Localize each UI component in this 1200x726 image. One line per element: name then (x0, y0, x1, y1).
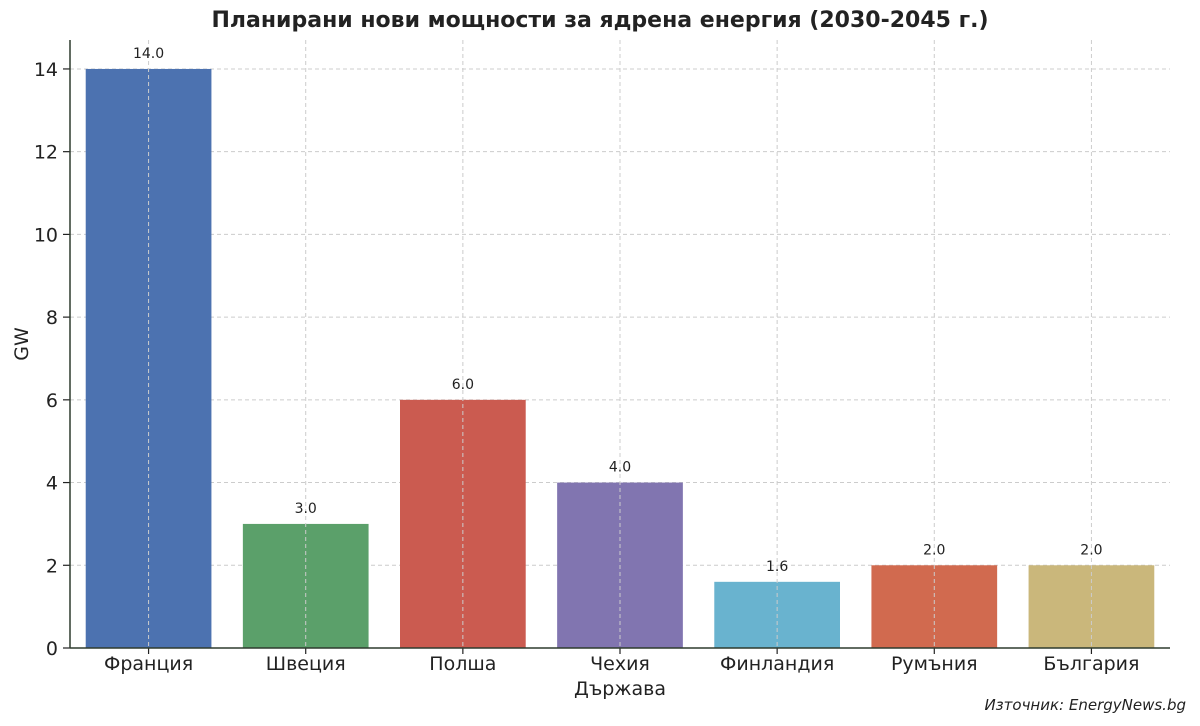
source-note: Източник: EnergyNews.bg (984, 696, 1186, 714)
x-tick-label: Чехия (590, 653, 650, 675)
y-tick-label: 2 (46, 555, 58, 577)
y-tick-label: 14 (34, 59, 58, 81)
data-label: 6.0 (452, 377, 474, 393)
y-tick-label: 6 (46, 390, 58, 412)
data-label: 4.0 (609, 460, 631, 476)
x-tick-label: Франция (104, 653, 193, 675)
data-label: 2.0 (923, 542, 945, 558)
x-tick-label: Швеция (266, 653, 346, 675)
data-label: 3.0 (295, 501, 317, 517)
y-tick-label: 8 (46, 307, 58, 329)
data-label: 2.0 (1080, 542, 1102, 558)
data-label: 14.0 (133, 46, 164, 62)
chart-title: Планирани нови мощности за ядрена енерги… (211, 8, 989, 33)
y-tick-label: 4 (46, 473, 58, 495)
y-axis-label: GW (11, 327, 33, 361)
y-tick-label: 0 (46, 638, 58, 660)
x-tick-label: Румъния (891, 653, 978, 675)
labels: 0 2 4 6 8 10 12 14 14.0 Франция 3.0 Швеция 6.0 Полша 4… (11, 46, 1139, 675)
bars (85, 40, 1155, 648)
x-tick-label: България (1043, 653, 1139, 675)
y-tick-label: 10 (34, 224, 58, 246)
axes (63, 40, 1170, 654)
data-label: 1.6 (766, 559, 788, 575)
x-tick-label: Финландия (720, 653, 834, 675)
x-axis-label: Държава (574, 678, 666, 700)
x-tick-label: Полша (429, 653, 496, 675)
y-tick-label: 12 (34, 142, 58, 164)
